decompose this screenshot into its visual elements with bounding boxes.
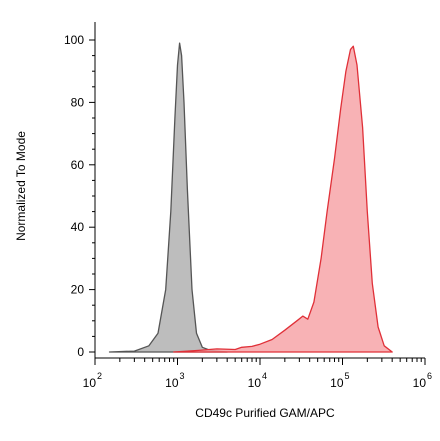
y-tick-label: 0: [77, 345, 84, 359]
x-tick-label-exponent: 3: [180, 371, 185, 381]
histogram-series-1-area: [108, 42, 228, 353]
x-tick-label-exponent: 4: [262, 371, 267, 381]
x-tick-label-exponent: 6: [427, 371, 432, 381]
y-axis-ticks: 0 20 40 60 80 100: [64, 33, 95, 359]
y-tick-label: 20: [71, 283, 85, 297]
x-axis-ticks: 10 2 10 3 10 4 10 5 10 6: [83, 358, 432, 390]
y-tick-label: 40: [71, 220, 85, 234]
x-tick-label-exponent: 5: [345, 371, 350, 381]
x-tick-label-base: 10: [83, 376, 97, 390]
x-tick-label-base: 10: [330, 376, 344, 390]
x-axis-title: CD49c Purified GAM/APC: [195, 406, 335, 420]
y-tick-label: 80: [71, 95, 85, 109]
histogram-series-2-area: [173, 45, 393, 353]
series-layer: [108, 42, 393, 353]
x-tick-label-exponent: 2: [97, 371, 102, 381]
x-tick-label-base: 10: [413, 376, 427, 390]
x-tick-label-base: 10: [165, 376, 179, 390]
y-tick-label: 60: [71, 158, 85, 172]
y-axis-title: Normalized To Mode: [14, 131, 28, 241]
x-tick-label-base: 10: [248, 376, 262, 390]
y-tick-label: 100: [64, 33, 84, 47]
